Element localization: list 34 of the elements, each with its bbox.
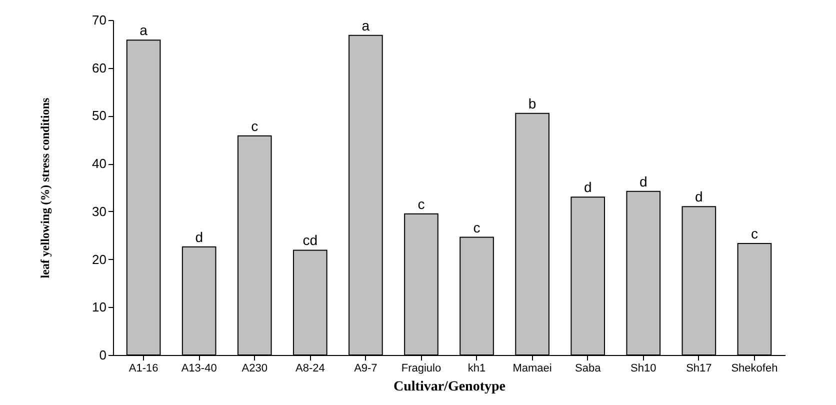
x-tick-label: A9-7 [354,362,378,374]
x-tick-label: Fragiulo [401,362,442,374]
y-tick-label: 70 [92,12,106,28]
y-tick-label: 30 [92,204,106,219]
annotation: c [750,225,758,242]
x-tick-label: Sh17 [686,362,712,374]
y-tick-label: 10 [92,300,106,315]
annotation: c [418,196,425,212]
x-tick-label: kh1 [468,362,486,374]
annotation: d [195,228,203,245]
annotation: cd [302,232,318,248]
x-tick-label: Saba [574,362,602,374]
x-tick-label: Shekofeh [731,362,778,374]
annotation: d [695,188,703,205]
y-tick-label: 0 [99,348,106,362]
x-tick-label: A13-40 [181,362,217,374]
annotation: c [473,219,480,236]
x-tick-label: A8-24 [295,362,325,374]
x-axis-title: Cultivar/Genotype [394,380,506,394]
annotation: a [362,17,370,34]
annotation: b [528,95,536,112]
annotation: d [639,173,648,190]
y-tick-label: 20 [92,252,106,267]
x-tick-label: A1-16 [128,362,158,374]
y-axis-title: leaf yellowing (%) stress conditions [38,97,52,278]
y-tick-label: 50 [92,108,106,124]
annotation: d [584,179,592,196]
x-tick-label: A230 [242,362,268,374]
y-tick-label: 40 [92,156,106,172]
x-tick-label: Sh10 [630,362,656,374]
y-tick-label: 60 [92,60,106,76]
x-tick-label: Mamaei [512,362,552,374]
annotation: a [140,22,148,38]
annotation: c [251,118,258,134]
